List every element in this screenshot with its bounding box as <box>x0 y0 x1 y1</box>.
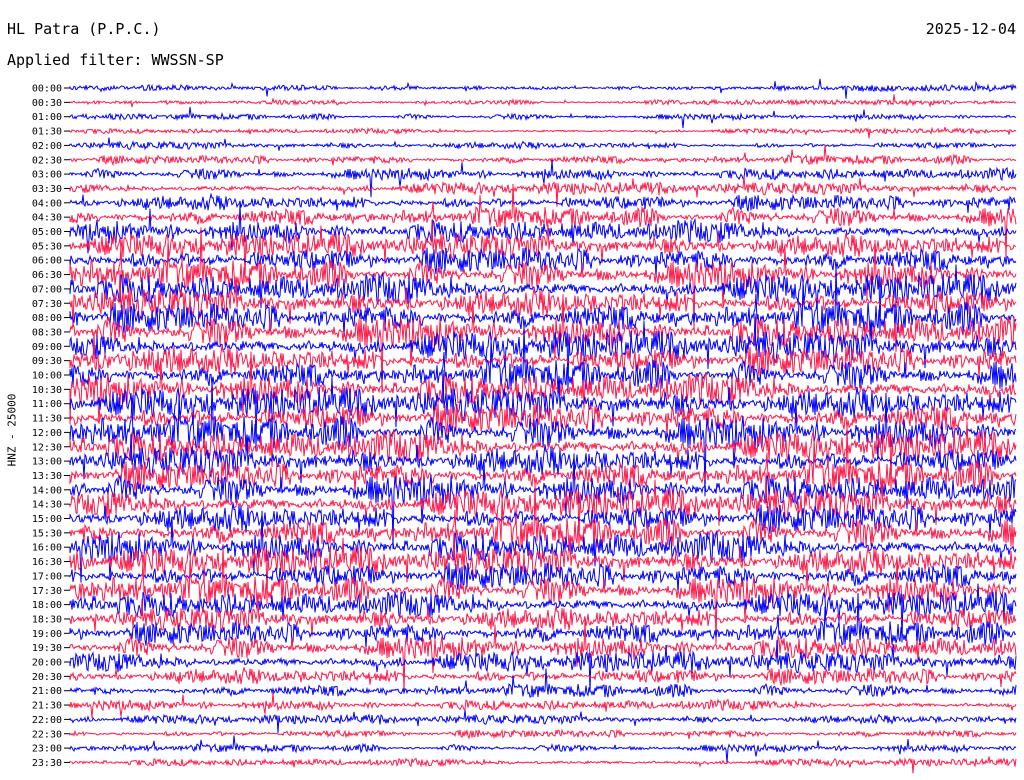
row-time-label: 01:30 <box>32 127 62 138</box>
seismic-trace <box>69 421 1017 493</box>
seismic-trace <box>69 735 1017 763</box>
row-time-label: 15:00 <box>32 514 62 525</box>
row-time-label: 19:30 <box>32 643 62 654</box>
seismic-trace <box>69 472 1017 549</box>
row-time-label: 23:30 <box>32 758 62 769</box>
row-time-label: 11:30 <box>32 414 62 425</box>
seismic-trace <box>69 144 1017 167</box>
seismic-trace <box>69 203 1017 254</box>
row-time-label: 13:30 <box>32 471 62 482</box>
row-time-label: 13:00 <box>32 457 62 468</box>
row-time-label: 04:00 <box>32 198 62 209</box>
row-time-label: 19:00 <box>32 629 62 640</box>
row-time-label: 09:30 <box>32 356 62 367</box>
row-time-label: 14:00 <box>32 485 62 496</box>
seismic-trace <box>69 219 1017 283</box>
seismic-trace <box>69 668 1017 698</box>
row-time-label: 06:00 <box>32 256 62 267</box>
row-time-label: 22:30 <box>32 729 62 740</box>
row-time-label: 02:30 <box>32 155 62 166</box>
seismic-trace <box>69 175 1017 207</box>
row-time-label: 12:00 <box>32 428 62 439</box>
seismic-trace <box>69 692 1017 719</box>
row-time-label: 15:30 <box>32 528 62 539</box>
row-time-label: 11:00 <box>32 399 62 410</box>
row-time-label: 23:00 <box>32 744 62 755</box>
seismic-trace <box>69 313 1017 393</box>
row-time-label: 17:00 <box>32 571 62 582</box>
row-time-label: 18:00 <box>32 600 62 611</box>
seismic-trace <box>69 247 1017 277</box>
row-time-label: 09:00 <box>32 342 62 353</box>
seismic-trace <box>69 562 1017 594</box>
row-time-label: 17:30 <box>32 586 62 597</box>
seismic-trace <box>69 78 1017 99</box>
row-time-label: 07:00 <box>32 284 62 295</box>
row-time-label: 08:00 <box>32 313 62 324</box>
seismic-trace <box>69 378 1017 497</box>
seismic-trace <box>69 331 1017 380</box>
seismic-trace <box>69 265 1017 337</box>
seismic-trace <box>69 545 1017 644</box>
station-title: HL Patra (P.P.C.) <box>7 20 161 38</box>
row-time-label: 14:30 <box>32 500 62 511</box>
seismic-trace <box>69 433 1017 483</box>
seismic-trace <box>69 106 1016 129</box>
seismic-trace <box>69 403 1017 438</box>
row-time-label: 04:30 <box>32 213 62 224</box>
seismic-trace <box>69 294 1017 394</box>
row-time-label: 20:00 <box>32 658 62 669</box>
seismic-trace <box>69 531 1017 605</box>
seismic-trace <box>69 728 1017 740</box>
row-time-label: 00:30 <box>32 98 62 109</box>
seismic-trace <box>69 325 1017 391</box>
seismic-trace <box>69 425 1017 494</box>
seismic-trace <box>69 503 1017 537</box>
seismic-trace <box>69 756 1017 774</box>
row-time-label: 10:00 <box>32 371 62 382</box>
filter-label: Applied filter: WWSSN-SP <box>7 51 224 69</box>
row-time-label: 05:30 <box>32 241 62 252</box>
seismic-trace <box>69 667 1017 688</box>
row-time-label: 12:30 <box>32 442 62 453</box>
row-time-label: 18:30 <box>32 614 62 625</box>
seismic-trace <box>69 482 1017 548</box>
row-time-label: 21:00 <box>32 686 62 697</box>
row-time-label: 02:00 <box>32 141 62 152</box>
row-time-label: 21:30 <box>32 701 62 712</box>
seismic-trace <box>69 369 1017 452</box>
row-time-label: 06:30 <box>32 270 62 281</box>
time-label-group: 00:00 00:30 01:00 01:30 02:00 02:30 03:00 03:30… <box>32 84 70 769</box>
row-time-label: 07:30 <box>32 299 62 310</box>
row-time-label: 05:00 <box>32 227 62 238</box>
row-time-label: 03:00 <box>32 170 62 181</box>
seismic-trace <box>69 270 1017 328</box>
seismic-trace <box>69 159 1017 198</box>
row-time-label: 03:30 <box>32 184 62 195</box>
row-time-label: 01:00 <box>32 112 62 123</box>
seismic-trace <box>69 137 1017 151</box>
row-time-label: 16:00 <box>32 543 62 554</box>
seismic-trace <box>69 183 1017 257</box>
row-time-label: 16:30 <box>32 557 62 568</box>
seismic-trace <box>69 94 1017 108</box>
seismic-trace <box>69 709 1017 733</box>
row-time-label: 00:00 <box>32 84 62 95</box>
seismic-trace <box>69 126 1017 139</box>
date-label: 2025-12-04 <box>925 20 1016 38</box>
seismic-trace <box>69 593 1017 649</box>
row-time-label: 08:30 <box>32 327 62 338</box>
seismic-trace <box>69 640 1017 693</box>
trace-group <box>69 78 1017 774</box>
row-time-label: 22:00 <box>32 715 62 726</box>
seismic-trace <box>69 597 1017 637</box>
row-time-label: 10:30 <box>32 385 62 396</box>
seismic-trace <box>69 227 1017 331</box>
seismic-trace <box>69 192 1017 214</box>
seismic-trace <box>69 619 1017 693</box>
row-time-label: 20:30 <box>32 672 62 683</box>
